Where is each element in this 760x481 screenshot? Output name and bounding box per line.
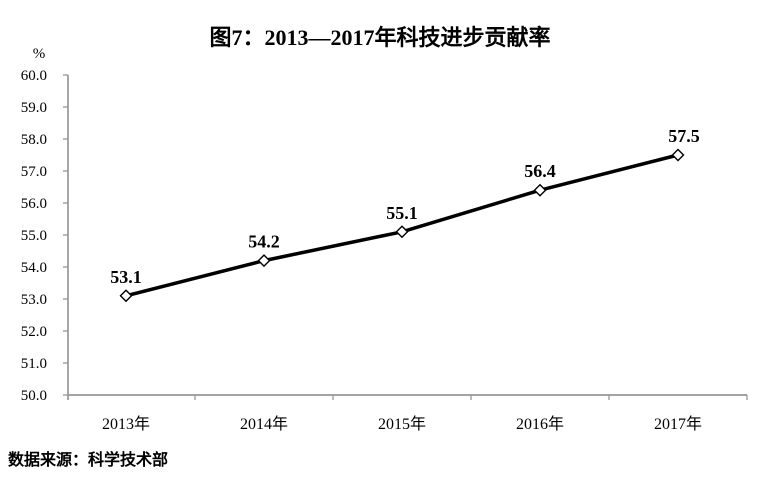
y-axis-tick-label: 57.0 bbox=[21, 164, 47, 180]
y-axis-tick-label: 50.0 bbox=[21, 388, 47, 404]
data-point-marker bbox=[671, 148, 685, 162]
y-axis-tick-label: 59.0 bbox=[21, 100, 47, 116]
data-point-label: 57.5 bbox=[668, 126, 700, 146]
data-point-label: 53.1 bbox=[110, 267, 142, 287]
x-axis-category-label: 2013年 bbox=[102, 415, 150, 433]
source-note: 数据来源：科学技术部 bbox=[8, 452, 169, 469]
y-axis-tick-label: 52.0 bbox=[21, 324, 47, 340]
y-axis-tick-label: 55.0 bbox=[21, 228, 47, 244]
data-point-marker bbox=[395, 225, 409, 239]
data-point-label: 54.2 bbox=[248, 232, 280, 252]
chart-title: 图7：2013—2017年科技进步贡献率 bbox=[209, 25, 551, 50]
data-point-label: 56.4 bbox=[524, 161, 556, 181]
data-point-marker bbox=[533, 183, 547, 197]
x-axis-category-label: 2014年 bbox=[240, 415, 288, 433]
y-axis-tick-label: 51.0 bbox=[21, 356, 47, 372]
y-axis-unit-label: % bbox=[33, 46, 46, 62]
y-axis-tick-label: 60.0 bbox=[21, 68, 47, 84]
data-point-label: 55.1 bbox=[386, 203, 418, 223]
y-axis-tick-label: 56.0 bbox=[21, 196, 47, 212]
y-axis-tick-label: 54.0 bbox=[21, 260, 47, 276]
y-axis-tick-label: 53.0 bbox=[21, 292, 47, 308]
data-point-marker bbox=[119, 289, 133, 303]
data-point-marker bbox=[257, 254, 271, 268]
y-axis-tick-label: 58.0 bbox=[21, 132, 47, 148]
x-axis-category-label: 2016年 bbox=[516, 415, 564, 433]
x-axis-category-label: 2015年 bbox=[378, 415, 426, 433]
x-axis-category-label: 2017年 bbox=[654, 415, 702, 433]
